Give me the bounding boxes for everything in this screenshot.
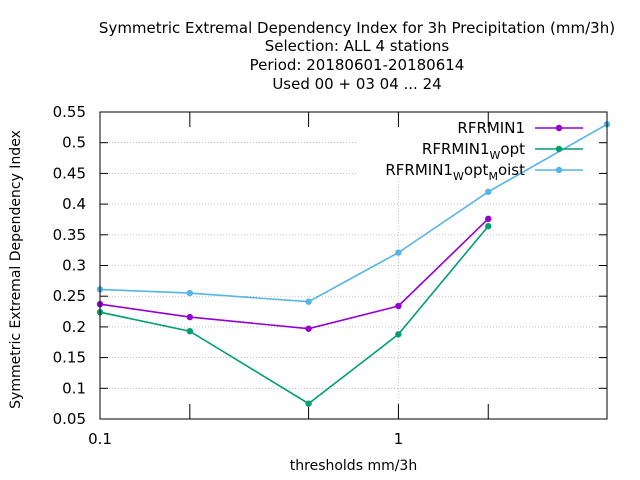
series-line-0	[99, 218, 489, 330]
x-tick-label: 0.1	[88, 430, 112, 448]
legend-marker-0	[555, 124, 563, 132]
chart-title-block: Symmetric Extremal Dependency Index for …	[99, 19, 615, 93]
title-line-0: Symmetric Extremal Dependency Index for …	[99, 19, 615, 37]
axis-ticks: 0.050.10.150.20.250.30.350.40.450.50.550…	[53, 103, 608, 448]
x-tick-label: 1	[394, 430, 404, 448]
legend-label-part: RFRMIN1	[385, 161, 453, 179]
series-1-point	[395, 331, 402, 338]
series-0-point	[395, 302, 402, 310]
series-2-point	[186, 289, 194, 297]
legend-marker-2	[555, 166, 563, 174]
series-2-point	[305, 298, 312, 305]
y-tick-label: 0.55	[53, 103, 86, 121]
y-tick-label: 0.45	[53, 164, 86, 182]
title-line-1: Selection: ALL 4 stations	[265, 37, 450, 55]
legend-marker-1	[555, 145, 563, 153]
y-tick-label: 0.5	[62, 134, 86, 152]
series-line-2	[99, 123, 608, 303]
y-tick-label: 0.2	[62, 318, 86, 336]
legend-label-part: opt	[500, 140, 525, 158]
y-axis-label: Symmetric Extremal Dependency Index	[8, 130, 24, 409]
grid-lines	[100, 142, 607, 419]
legend-label-0: RFRMIN1	[457, 119, 525, 137]
y-tick-label: 0.1	[62, 379, 86, 397]
title-line-3: Used 00 + 03 04 ... 24	[272, 75, 441, 93]
legend-label-2: RFRMIN1WoptMoist	[385, 161, 525, 183]
series-2-point	[395, 249, 402, 256]
series-0-point	[305, 325, 312, 332]
legend-label-1: RFRMIN1Wopt	[422, 140, 525, 162]
series-2-point	[485, 188, 492, 196]
legend-label-part: W	[490, 149, 501, 162]
legend-label-part: opt	[464, 161, 489, 179]
y-tick-label: 0.05	[53, 410, 86, 428]
legend-label-part: M	[488, 170, 498, 183]
series-1-point	[186, 327, 194, 335]
legend-label-part: W	[453, 170, 464, 183]
y-tick-label: 0.3	[62, 257, 86, 275]
series-1-point	[485, 223, 492, 230]
series-group	[96, 121, 611, 407]
plot-frame	[99, 111, 608, 420]
y-tick-label: 0.15	[53, 349, 86, 367]
series-1-point	[305, 400, 312, 407]
y-tick-label: 0.4	[62, 195, 86, 213]
legend-label-part: oist	[498, 161, 525, 179]
legend-label-part: RFRMIN1	[457, 119, 525, 137]
x-axis-label: thresholds mm/3h	[290, 458, 417, 474]
title-line-2: Period: 20180601-20180614	[250, 56, 465, 74]
series-line-1	[99, 225, 489, 405]
legend-label-part: RFRMIN1	[422, 140, 490, 158]
y-tick-label: 0.35	[53, 226, 86, 244]
y-tick-label: 0.25	[53, 287, 86, 305]
series-0-point	[485, 215, 492, 223]
series-0-point	[186, 313, 194, 321]
